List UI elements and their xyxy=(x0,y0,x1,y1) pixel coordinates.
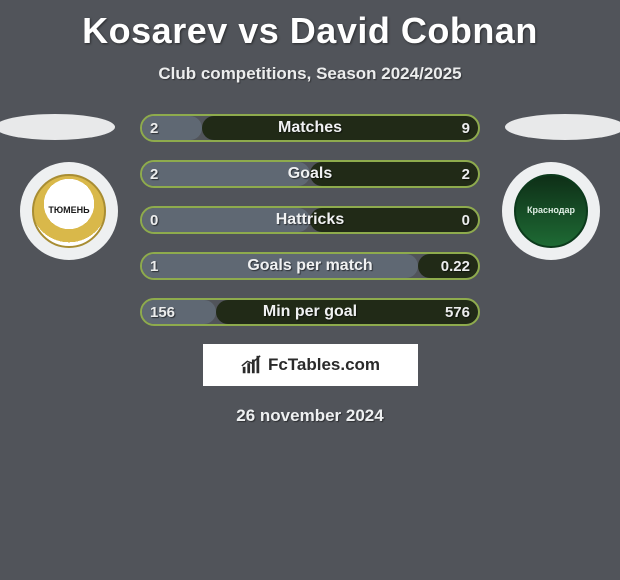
stat-fill-right xyxy=(310,208,478,232)
stat-value-right: 0 xyxy=(462,206,470,234)
stat-row: 22Goals xyxy=(140,160,480,188)
club-crest-left: ТЮМЕНЬ xyxy=(32,174,106,248)
stat-fill-right xyxy=(202,116,478,140)
stat-pill xyxy=(140,206,480,234)
comparison-stage: ТЮМЕНЬ Краснодар 29Matches22Goals00Hattr… xyxy=(0,114,620,426)
stat-value-left: 2 xyxy=(150,160,158,188)
club-crest-right-label: Краснодар xyxy=(527,206,575,216)
stat-fill-left xyxy=(142,254,418,278)
brand-chart-icon xyxy=(240,354,262,376)
brand-text: FcTables.com xyxy=(268,355,380,375)
stat-fill-left xyxy=(142,162,310,186)
stat-value-right: 576 xyxy=(445,298,470,326)
club-crest-right: Краснодар xyxy=(514,174,588,248)
player-ellipse-right xyxy=(505,114,620,140)
stat-row: 10.22Goals per match xyxy=(140,252,480,280)
stat-value-right: 0.22 xyxy=(441,252,470,280)
brand-box: FcTables.com xyxy=(203,344,418,386)
club-crest-left-label: ТЮМЕНЬ xyxy=(48,206,89,216)
club-badge-left: ТЮМЕНЬ xyxy=(20,162,118,260)
footer-date: 26 november 2024 xyxy=(0,406,620,426)
stat-value-right: 9 xyxy=(462,114,470,142)
stat-row: 00Hattricks xyxy=(140,206,480,234)
stat-pill xyxy=(140,114,480,142)
stat-pill xyxy=(140,160,480,188)
stat-value-left: 1 xyxy=(150,252,158,280)
stat-fill-right xyxy=(310,162,478,186)
stat-pill xyxy=(140,298,480,326)
stat-value-left: 156 xyxy=(150,298,175,326)
page-title: Kosarev vs David Cobnan xyxy=(0,0,620,52)
subtitle: Club competitions, Season 2024/2025 xyxy=(0,64,620,84)
stat-fill-left xyxy=(142,208,310,232)
stat-pill xyxy=(140,252,480,280)
stat-value-left: 0 xyxy=(150,206,158,234)
stat-value-left: 2 xyxy=(150,114,158,142)
club-badge-right: Краснодар xyxy=(502,162,600,260)
stat-row: 29Matches xyxy=(140,114,480,142)
stat-bars: 29Matches22Goals00Hattricks10.22Goals pe… xyxy=(140,114,480,326)
stat-row: 156576Min per goal xyxy=(140,298,480,326)
stat-fill-right xyxy=(216,300,478,324)
player-ellipse-left xyxy=(0,114,115,140)
stat-value-right: 2 xyxy=(462,160,470,188)
